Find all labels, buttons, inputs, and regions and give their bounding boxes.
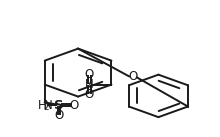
Text: H: H <box>38 99 47 112</box>
Text: O: O <box>69 99 79 112</box>
Text: O: O <box>54 109 64 122</box>
Text: O: O <box>85 88 94 101</box>
Text: 2: 2 <box>43 103 49 112</box>
Text: O: O <box>85 68 94 81</box>
Text: O: O <box>128 70 138 83</box>
Text: N: N <box>44 99 52 112</box>
Text: N: N <box>85 78 94 91</box>
Text: S: S <box>54 99 64 112</box>
